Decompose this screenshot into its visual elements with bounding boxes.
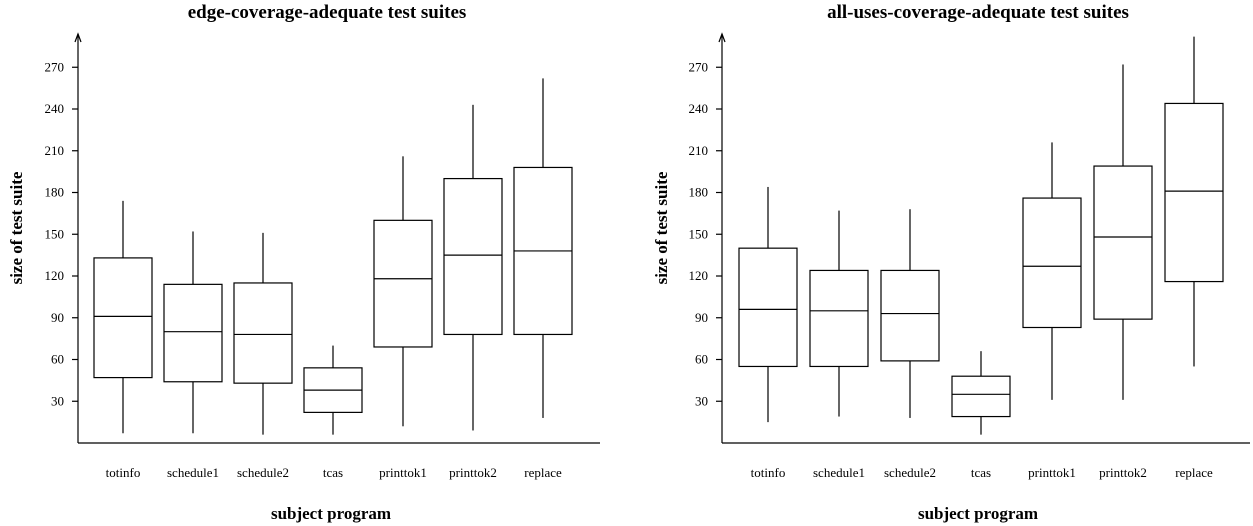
iqr-box <box>951 375 1011 418</box>
x-tick-label: schedule1 <box>167 465 219 480</box>
y-tick-label: 60 <box>51 352 64 367</box>
box-printtok1 <box>1022 142 1082 400</box>
x-tick-label: printtok1 <box>379 465 427 480</box>
x-axis-label: subject program <box>918 504 1038 523</box>
chart-title: edge-coverage-adequate test suites <box>188 2 467 23</box>
chart-title: all-uses-coverage-adequate test suites <box>827 2 1129 23</box>
box-tcas <box>951 351 1011 435</box>
plot-area: 30 60 90 120 150 180 210 240 270 totinfo schedule1… <box>689 32 1250 480</box>
iqr-box <box>373 219 433 348</box>
y-tick-label: 150 <box>689 226 709 241</box>
y-axis-arrow <box>718 32 726 43</box>
y-tick-label: 60 <box>695 352 708 367</box>
iqr-box <box>93 257 153 379</box>
y-tick-label: 270 <box>689 59 709 74</box>
box-replace <box>513 78 573 418</box>
iqr-box <box>738 247 798 368</box>
iqr-box <box>809 269 869 368</box>
iqr-box <box>443 177 503 336</box>
box-schedule2 <box>233 232 293 435</box>
y-tick-label: 90 <box>695 310 708 325</box>
y-tick-label: 180 <box>45 185 65 200</box>
y-tick-label: 30 <box>51 393 64 408</box>
y-tick-label: 180 <box>689 185 709 200</box>
x-axis-label: subject program <box>271 504 391 523</box>
y-tick-label: 210 <box>689 143 709 158</box>
chart-panel-all-uses: all-uses-coverage-adequate test suites s… <box>652 2 1250 523</box>
y-tick-label: 150 <box>45 226 65 241</box>
box-printtok2 <box>1093 64 1153 400</box>
iqr-box <box>1164 102 1224 283</box>
x-tick-label: printtok2 <box>1099 465 1147 480</box>
x-tick-label: schedule2 <box>884 465 936 480</box>
iqr-box <box>233 282 293 384</box>
x-tick-label: totinfo <box>751 465 786 480</box>
box-tcas <box>303 345 363 435</box>
y-tick-label: 90 <box>51 310 64 325</box>
y-tick-label: 30 <box>695 393 708 408</box>
iqr-box <box>880 269 940 362</box>
box-totinfo <box>93 200 153 434</box>
x-tick-label: schedule2 <box>237 465 289 480</box>
y-axis-arrow <box>74 32 82 43</box>
box-replace <box>1164 36 1224 367</box>
y-axis-label: size of test suite <box>652 171 671 284</box>
y-tick-label: 210 <box>45 143 65 158</box>
y-tick-label: 240 <box>689 101 709 116</box>
x-tick-label: tcas <box>323 465 343 480</box>
plot-area: 30 60 90 120 150 180 210 240 270 totinfo schedule1… <box>45 32 600 480</box>
y-tick-label: 120 <box>689 268 709 283</box>
box-schedule1 <box>809 210 869 417</box>
y-tick-label: 270 <box>45 59 65 74</box>
x-tick-label: printtok2 <box>449 465 497 480</box>
x-tick-label: totinfo <box>106 465 141 480</box>
y-tick-label: 240 <box>45 101 65 116</box>
iqr-box <box>1093 165 1153 320</box>
box-schedule2 <box>880 209 940 418</box>
box-printtok1 <box>373 156 433 427</box>
box-printtok2 <box>443 104 503 431</box>
y-axis-label: size of test suite <box>7 171 26 284</box>
iqr-box <box>163 283 223 383</box>
chart-panel-edge: edge-coverage-adequate test suites size … <box>7 2 600 523</box>
x-tick-label: replace <box>524 465 562 480</box>
x-tick-label: printtok1 <box>1028 465 1076 480</box>
box-schedule1 <box>163 231 223 434</box>
x-tick-label: tcas <box>971 465 991 480</box>
y-tick-label: 120 <box>45 268 65 283</box>
iqr-box <box>1022 197 1082 329</box>
x-tick-label: replace <box>1175 465 1213 480</box>
x-tick-label: schedule1 <box>813 465 865 480</box>
box-totinfo <box>738 186 798 423</box>
